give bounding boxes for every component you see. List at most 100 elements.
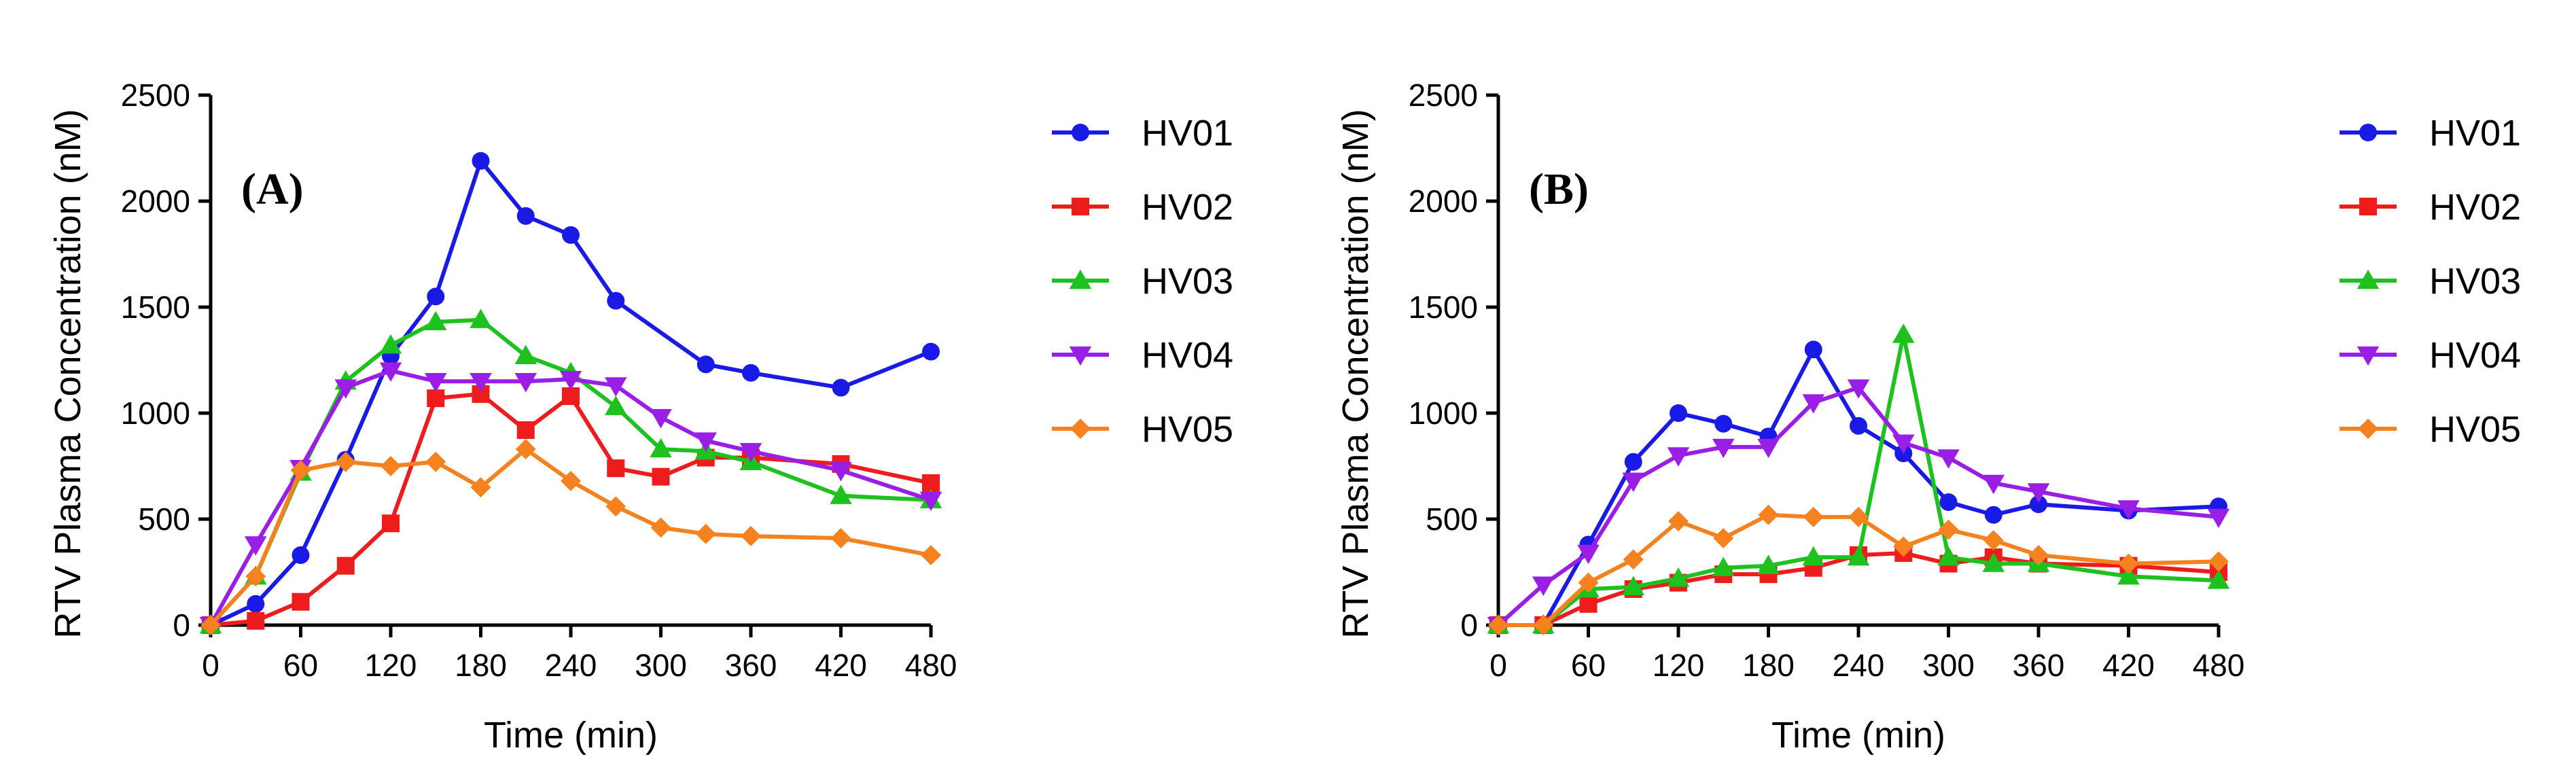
- series-hv04: [199, 362, 942, 637]
- series-hv05: [1488, 504, 2229, 635]
- data-point: [605, 395, 627, 415]
- data-point: [919, 491, 942, 512]
- data-point: [1893, 536, 1914, 557]
- legend-marker: [2357, 346, 2380, 366]
- legend-item-hv04: HV04: [1052, 335, 1233, 376]
- data-point: [427, 389, 445, 408]
- data-point: [605, 496, 627, 517]
- x-axis-title: Time (min): [1771, 715, 1945, 756]
- data-point: [607, 459, 625, 478]
- legend-marker: [2359, 198, 2377, 215]
- x-tick-label: 360: [2013, 648, 2065, 683]
- data-point: [381, 456, 401, 476]
- data-point: [2030, 495, 2047, 514]
- series-line: [1498, 332, 2219, 627]
- legend-item-hv01: HV01: [2340, 113, 2521, 154]
- legend-marker: [1069, 269, 1092, 289]
- data-point: [290, 460, 311, 481]
- data-point: [1623, 549, 1644, 570]
- data-point: [922, 474, 940, 492]
- data-point: [1667, 447, 1690, 467]
- data-point: [2207, 508, 2230, 529]
- legend-item-hv03: HV03: [1052, 261, 1233, 302]
- y-tick-label: 2500: [121, 77, 190, 113]
- data-point: [559, 370, 582, 391]
- legend-item-hv05: HV05: [1052, 409, 1233, 450]
- legend-item-hv01: HV01: [1052, 113, 1233, 154]
- legend-marker: [2357, 269, 2380, 289]
- data-point: [1622, 472, 1644, 493]
- data-point: [696, 355, 715, 374]
- legend-marker: [2359, 124, 2377, 141]
- data-point: [2027, 483, 2050, 503]
- data-point: [1757, 438, 1780, 459]
- legend-marker: [1072, 198, 1089, 215]
- series-hv05: [200, 439, 941, 635]
- series-hv03: [1487, 323, 2230, 634]
- legend-label: HV03: [2429, 261, 2521, 302]
- data-point: [562, 387, 580, 406]
- data-point: [1982, 474, 2005, 495]
- y-tick-label: 2000: [1409, 183, 1478, 219]
- x-tick-label: 180: [1742, 648, 1795, 683]
- data-point: [1579, 595, 1598, 613]
- x-tick-label: 300: [635, 648, 687, 683]
- data-point: [1847, 379, 1870, 399]
- y-tick-label: 1500: [121, 289, 190, 325]
- data-point: [516, 421, 535, 439]
- data-point: [741, 526, 761, 546]
- data-point: [425, 311, 447, 331]
- data-point: [1802, 394, 1824, 414]
- x-tick-label: 480: [2193, 648, 2245, 683]
- data-point: [470, 373, 492, 393]
- data-point: [652, 467, 670, 486]
- y-tick-label: 1500: [1409, 289, 1478, 325]
- data-point: [514, 344, 537, 364]
- y-axis-title: RTV Plasma Concentration (nM): [1335, 109, 1376, 638]
- data-point: [830, 528, 851, 549]
- data-point: [650, 409, 672, 429]
- x-tick-label: 0: [202, 648, 219, 683]
- data-point: [1714, 414, 1733, 433]
- data-point: [694, 432, 717, 452]
- data-point: [1622, 576, 1644, 596]
- data-point: [2207, 569, 2230, 589]
- legend-item-hv02: HV02: [1052, 187, 1233, 228]
- x-tick-label: 420: [2102, 648, 2155, 683]
- legend-marker: [2358, 419, 2378, 439]
- data-point: [1847, 546, 1870, 566]
- data-point: [739, 442, 762, 463]
- x-axis-title: Time (min): [484, 715, 658, 756]
- data-point: [1667, 567, 1690, 587]
- data-point: [1984, 506, 2002, 524]
- y-tick-label: 2500: [1409, 77, 1478, 113]
- data-point: [379, 334, 402, 354]
- legend: HV01 HV02 HV03 HV04 HV05: [1052, 113, 1233, 450]
- data-point: [1983, 530, 2004, 551]
- data-point: [2118, 553, 2139, 574]
- data-point: [742, 364, 760, 382]
- data-point: [1533, 615, 1554, 635]
- data-point: [832, 378, 850, 397]
- data-point: [335, 451, 356, 472]
- data-point: [1713, 528, 1734, 549]
- data-point: [1712, 438, 1735, 459]
- data-point: [650, 517, 671, 538]
- data-point: [334, 379, 357, 399]
- chart-panel-a: 0 500 1000 1500 2000 2500 0 60 120 180 240 300 360 42…: [48, 77, 1233, 756]
- data-point: [1757, 554, 1780, 574]
- legend: HV01 HV02 HV03 HV04 HV05: [2340, 113, 2521, 450]
- x-tick-label: 240: [1833, 648, 1885, 683]
- x-tick-label: 300: [1922, 648, 1975, 683]
- legend-label: HV03: [1142, 261, 1233, 302]
- data-point: [472, 152, 490, 170]
- y-tick-label: 0: [1460, 607, 1478, 643]
- legend-item-hv02: HV02: [2340, 187, 2521, 228]
- data-point: [2117, 565, 2140, 585]
- data-point: [1577, 544, 1600, 565]
- legend-label: HV02: [1142, 187, 1233, 228]
- data-point: [830, 462, 852, 482]
- data-point: [1802, 546, 1824, 566]
